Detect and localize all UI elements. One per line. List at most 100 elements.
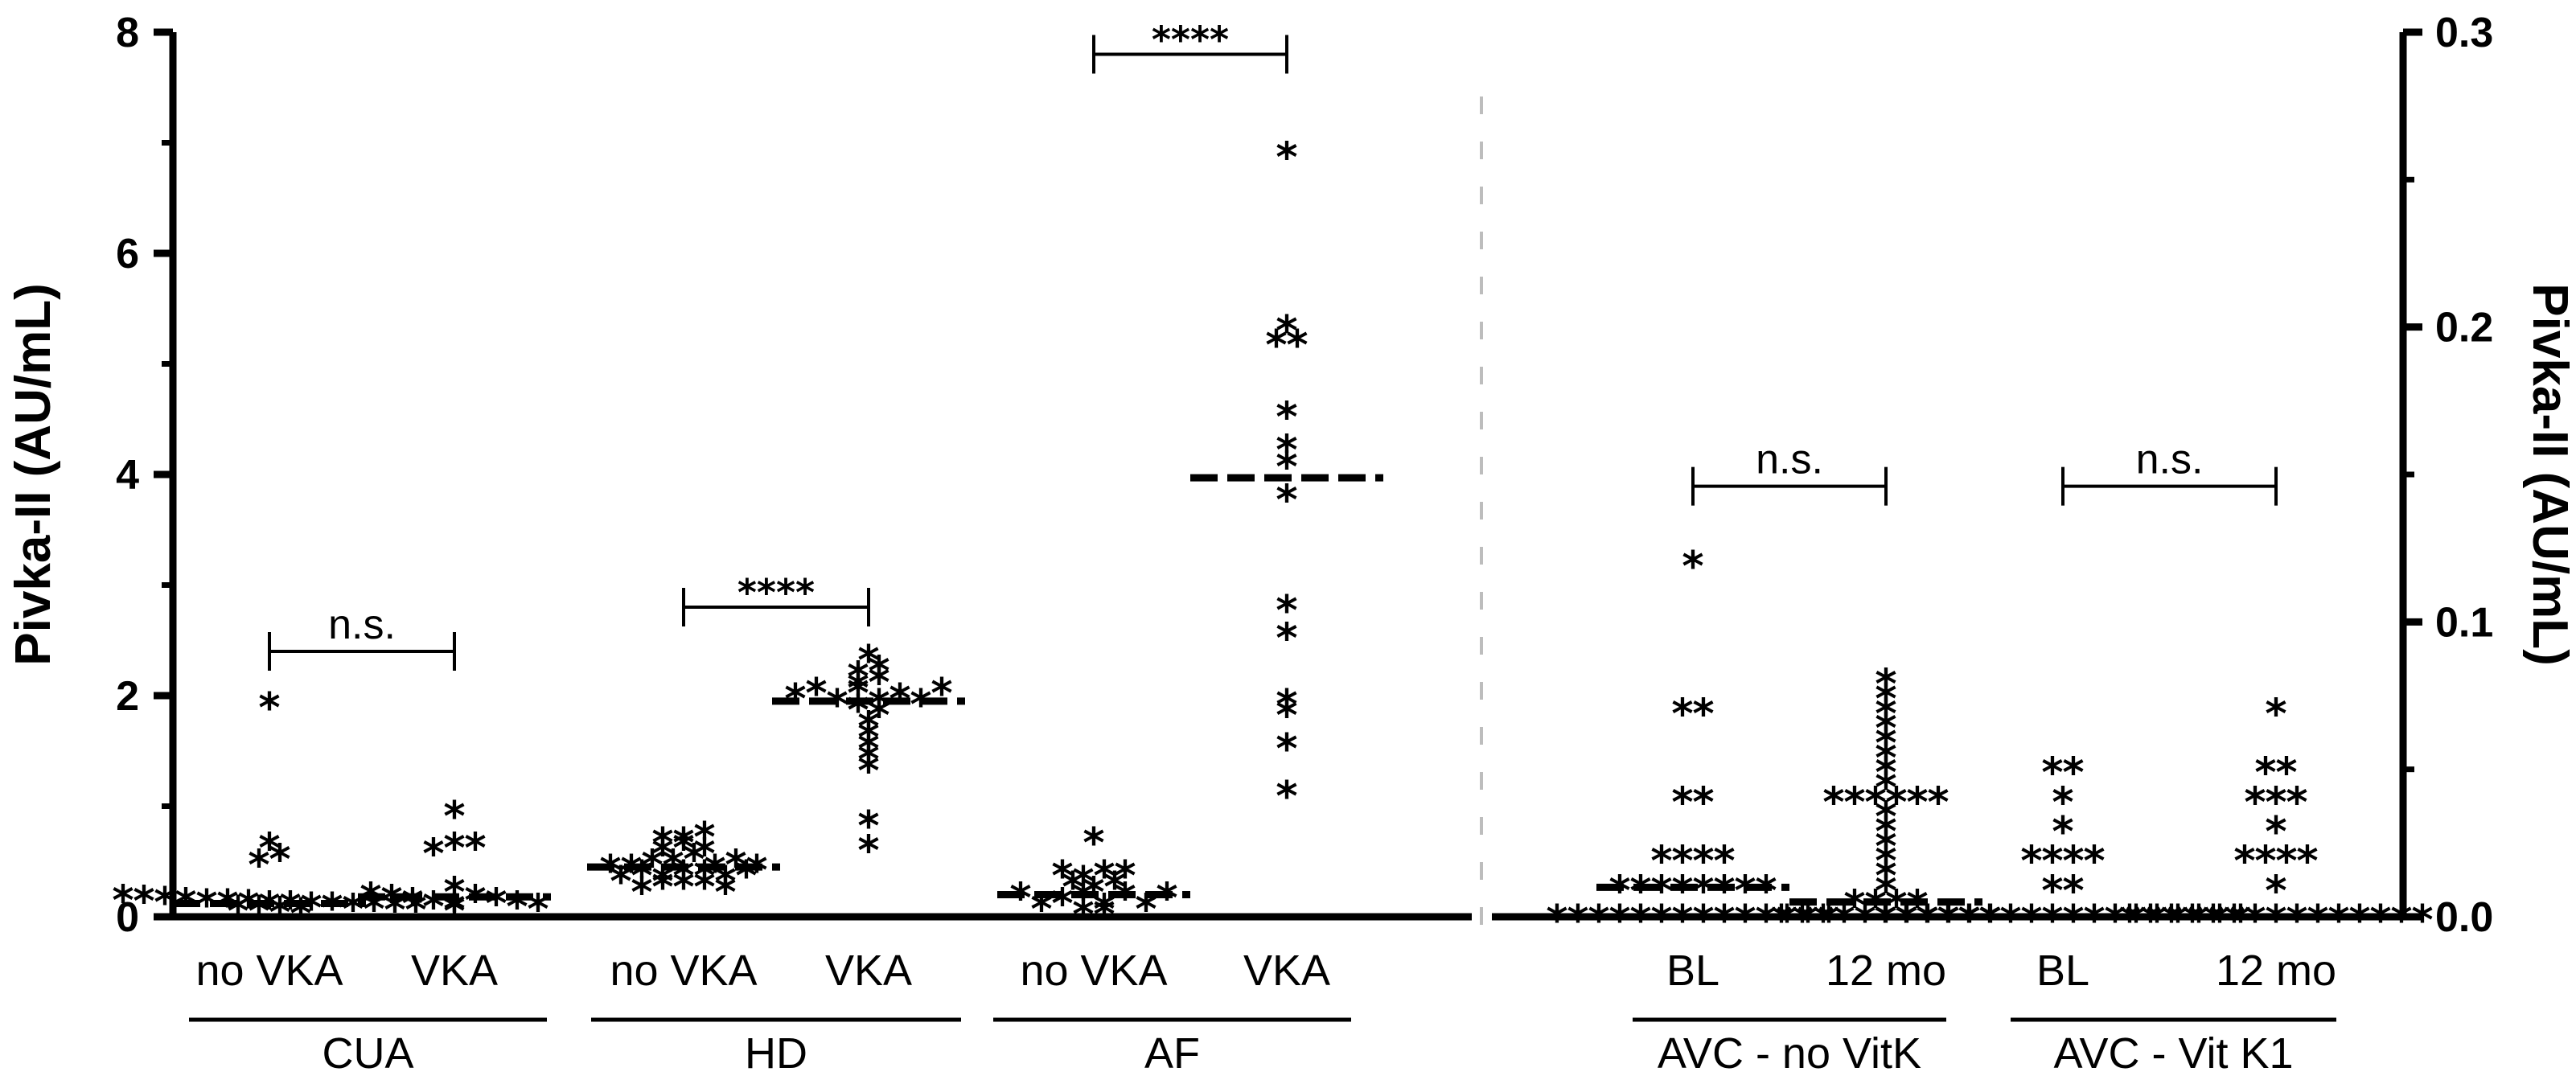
data-point-k1-12: * [2275, 838, 2297, 886]
data-point-k1-12: * [2275, 750, 2297, 798]
data-point-nov-bl: * [1608, 867, 1630, 915]
data-point-hd-vka: * [910, 681, 931, 729]
data-point-hd-novka: * [693, 864, 715, 912]
data-point-af-novka: * [1062, 864, 1083, 912]
left-y-tick-label: 2 [116, 673, 139, 720]
data-point-nov-bl: * [1734, 897, 1756, 945]
data-point-k1-bl: * [2083, 838, 2105, 886]
data-point-k1-bl: * [2188, 897, 2209, 945]
data-point-k1-12: * [2181, 897, 2203, 945]
data-point-nov-bl: * [1692, 867, 1714, 915]
left-y-tick-label: 6 [116, 231, 139, 277]
data-point-hd-vka: * [857, 803, 879, 851]
data-point-k1-bl: * [1958, 897, 1979, 945]
data-point-hd-novka: * [672, 864, 694, 912]
data-point-af-novka: * [1083, 819, 1104, 868]
data-point-hd-vka: * [826, 681, 848, 729]
category-label-af-vka: VKA [1243, 947, 1330, 995]
data-point-k1-12: * [2265, 690, 2286, 738]
data-point-nov-bl: * [1546, 897, 1567, 945]
parent-group-label: HD [745, 1029, 807, 1076]
category-label-nov-12: 12 mo [1826, 947, 1946, 995]
data-point-k1-12: * [2202, 897, 2224, 945]
data-point-af-vka: * [1276, 427, 1297, 475]
data-point-k1-12: * [2254, 838, 2276, 886]
data-point-cua-vka: * [485, 880, 507, 928]
data-point-af-vka: * [1276, 393, 1297, 441]
data-point-hd-novka: * [746, 847, 767, 895]
data-point-nov-bl: * [1671, 838, 1693, 886]
data-point-hd-vka: * [857, 737, 879, 785]
data-point-k1-bl: * [2041, 838, 2063, 886]
data-point-cua-vka: * [527, 885, 548, 934]
data-point-k1-bl: * [2020, 838, 2042, 886]
data-point-k1-12: * [2244, 778, 2266, 827]
data-point-k1-12: * [2390, 897, 2412, 945]
category-label-af-novka: no VKA [1020, 947, 1167, 995]
data-point-nov-12: * [1875, 661, 1896, 709]
data-point-cua-vka: * [380, 877, 402, 925]
data-point-nov-12: * [1875, 705, 1896, 754]
data-point-af-vka: * [1276, 773, 1297, 821]
data-point-cua-vka: * [464, 825, 486, 873]
data-point-nov-bl: * [1692, 838, 1714, 886]
data-point-k1-12: * [2223, 897, 2245, 945]
data-point-cua-novka: * [300, 885, 322, 933]
data-point-cua-novka: * [279, 884, 301, 932]
data-point-cua-vka: * [464, 877, 486, 925]
data-point-nov-bl: * [1713, 867, 1735, 915]
data-point-cua-novka: * [321, 885, 343, 933]
data-point-nov-12: * [1875, 690, 1896, 738]
data-point-nov-bl: * [1682, 543, 1703, 591]
data-point-nov-bl: * [1692, 690, 1714, 738]
data-point-nov-12: * [1875, 823, 1896, 871]
data-point-hd-vka: * [847, 687, 869, 735]
data-point-hd-vka: * [857, 637, 879, 685]
data-point-cua-novka: * [154, 879, 175, 927]
data-point-nov-12: * [1885, 882, 1907, 930]
data-point-k1-bl: * [2020, 897, 2042, 945]
data-point-nov-bl: * [1734, 867, 1756, 915]
data-point-k1-12: * [2348, 897, 2370, 945]
data-point-k1-bl: * [2041, 750, 2063, 798]
data-point-nov-12: * [1875, 750, 1896, 798]
data-point-nov-12: * [1843, 882, 1865, 930]
data-point-nov-12: * [1864, 778, 1886, 827]
data-point-cua-vka: * [506, 884, 528, 932]
data-point-hd-novka: * [704, 847, 725, 895]
data-point-nov-12: * [1875, 838, 1896, 886]
data-point-af-vka: * [1276, 681, 1297, 729]
data-point-hd-novka: * [599, 847, 621, 895]
data-point-hd-vka: * [857, 747, 879, 795]
data-point-cua-novka: * [269, 889, 290, 937]
data-point-k1-bl: * [1874, 897, 1896, 945]
data-point-af-vka: * [1265, 322, 1287, 370]
data-point-cua-novka: * [258, 825, 280, 873]
data-point-nov-12: * [1875, 720, 1896, 768]
significance-label: n.s. [328, 602, 396, 648]
data-point-nov-12: * [1864, 882, 1886, 930]
data-point-k1-bl: * [2062, 897, 2084, 945]
data-point-nov-bl: * [1567, 897, 1588, 945]
data-point-nov-bl: * [1588, 897, 1609, 945]
data-point-nov-bl: * [1629, 897, 1651, 945]
category-label-cua-novka: no VKA [195, 947, 343, 995]
data-point-k1-bl: * [2062, 838, 2084, 886]
data-point-nov-12: * [1875, 764, 1896, 812]
data-point-cua-novka: * [133, 878, 154, 926]
data-point-k1-12: * [2244, 897, 2266, 945]
data-point-k1-12: * [2254, 750, 2276, 798]
data-point-hd-novka: * [714, 869, 736, 918]
category-label-hd-vka: VKA [825, 947, 912, 995]
data-point-af-vka: * [1276, 692, 1297, 741]
data-point-nov-bl: * [1713, 838, 1735, 886]
data-point-af-novka: * [1009, 875, 1031, 923]
data-point-nov-12: * [1843, 778, 1865, 827]
data-point-nov-bl: * [1713, 897, 1735, 945]
data-point-af-novka: * [1114, 875, 1136, 923]
data-point-cua-vka: * [443, 793, 465, 841]
data-point-nov-12: * [1875, 794, 1896, 842]
data-point-cua-novka: * [248, 841, 269, 889]
data-point-hd-novka: * [620, 847, 642, 895]
data-point-hd-vka: * [847, 654, 869, 702]
